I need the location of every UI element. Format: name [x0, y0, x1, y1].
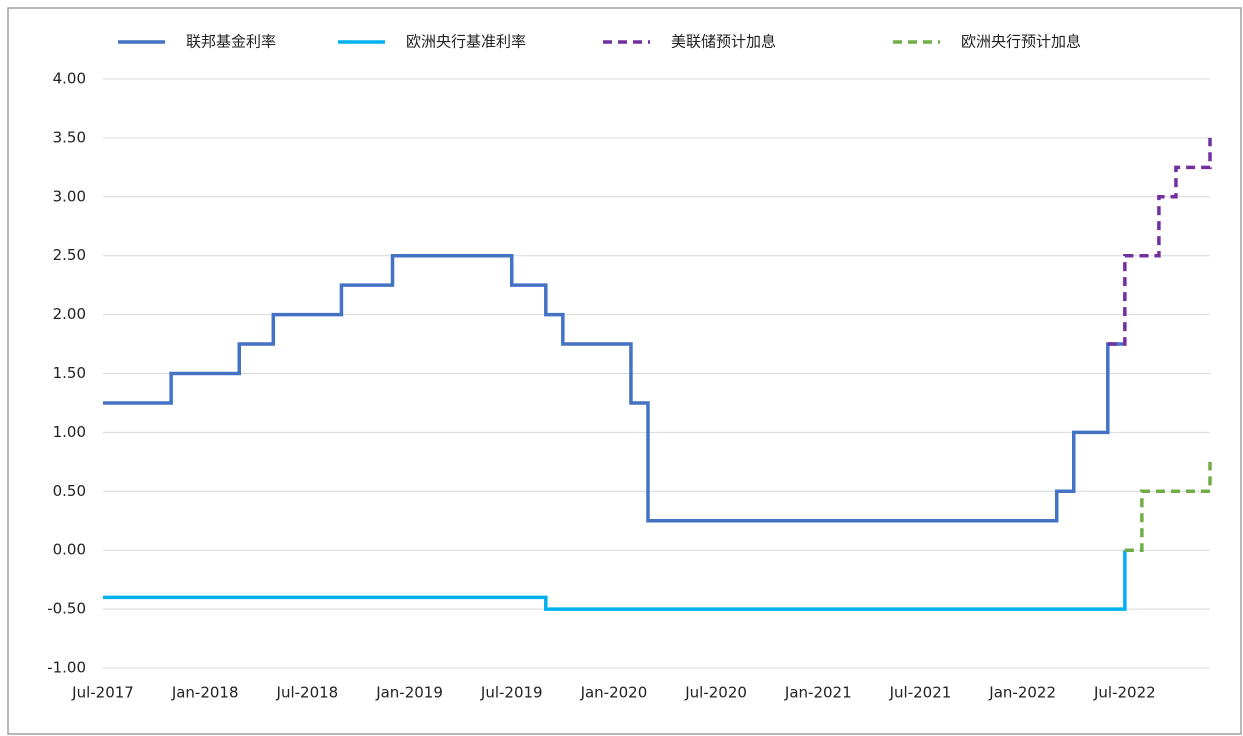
x-tick-label: Jan-2019: [375, 684, 443, 702]
series-line: [103, 253, 1125, 523]
y-tick-label: -1.00: [47, 659, 86, 677]
y-tick-label: 4.00: [53, 70, 86, 88]
chart-frame: [7, 7, 1242, 735]
y-tick-label: 3.50: [53, 128, 86, 146]
y-tick-label: 2.00: [53, 305, 86, 323]
legend-label: 欧洲央行基准利率: [406, 33, 526, 51]
x-tick-label: Jan-2021: [784, 684, 852, 702]
y-tick-label: 2.50: [53, 246, 86, 264]
x-tick-label: Jan-2022: [988, 684, 1056, 702]
x-tick-label: Jul-2020: [684, 684, 747, 702]
series-line: [1124, 461, 1212, 552]
legend-label: 美联储预计加息: [671, 33, 776, 51]
series-line: [103, 550, 1127, 611]
x-tick-label: Jul-2018: [276, 684, 339, 702]
x-tick-label: Jan-2018: [171, 684, 239, 702]
series-line: [1107, 137, 1212, 346]
y-tick-label: -0.50: [47, 600, 86, 618]
y-tick-label: 0.50: [53, 482, 86, 500]
y-tick-label: 1.00: [53, 423, 86, 441]
x-tick-label: Jul-2019: [480, 684, 543, 702]
x-tick-label: Jul-2022: [1093, 684, 1156, 702]
y-tick-label: 3.00: [53, 187, 86, 205]
legend-label: 欧洲央行预计加息: [961, 33, 1081, 51]
x-tick-label: Jul-2021: [889, 684, 952, 702]
y-tick-label: 1.50: [53, 364, 86, 382]
legend-label: 联邦基金利率: [186, 33, 276, 51]
x-tick-label: Jan-2020: [580, 684, 648, 702]
x-tick-label: Jul-2017: [71, 684, 134, 702]
y-tick-label: 0.00: [53, 541, 86, 559]
